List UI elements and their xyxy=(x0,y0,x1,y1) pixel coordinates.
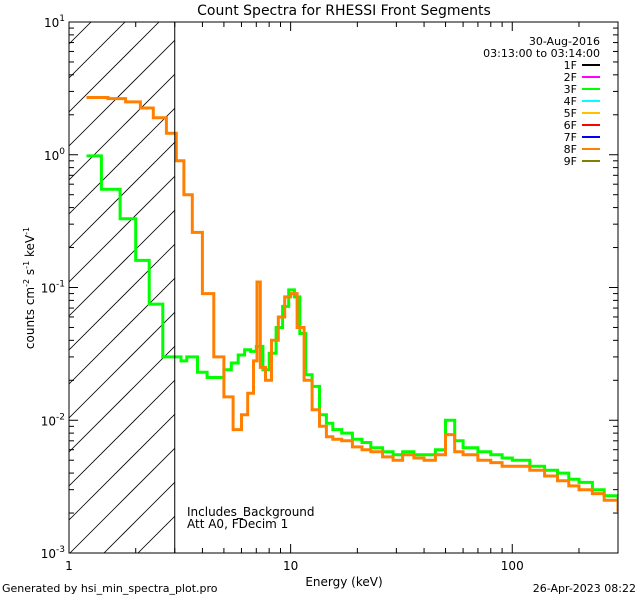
y-axis-label: counts cm-2 s-1 keV-1 xyxy=(22,227,37,349)
hatch-line xyxy=(69,277,175,385)
series-3f-line xyxy=(86,154,618,509)
hatch-line xyxy=(69,209,175,317)
hatch-line xyxy=(69,73,175,181)
legend-label: 9F xyxy=(564,155,577,168)
legend-label: 3F xyxy=(564,83,577,96)
legend-label: 6F xyxy=(564,119,577,132)
legend-label: 7F xyxy=(564,131,577,144)
excluded-energy-hatch xyxy=(69,0,175,553)
y-tick-label: 101 xyxy=(44,14,65,30)
y-tick-label: 10-3 xyxy=(41,545,65,561)
chart-title: Count Spectra for RHESSI Front Segments xyxy=(197,3,491,19)
hatch-line xyxy=(69,447,175,553)
hatch-line xyxy=(69,175,175,283)
hatch-line xyxy=(69,345,175,453)
series-8f-line xyxy=(86,96,618,512)
timestamp-text: 26-Apr-2023 08:22 xyxy=(532,582,636,595)
axis-ticks xyxy=(68,21,619,554)
hatch-line xyxy=(69,379,175,487)
x-tick-label: 1 xyxy=(65,559,73,573)
hatch-line xyxy=(69,22,160,113)
generated-by-text: Generated by hsi_min_spectra_plot.pro xyxy=(2,582,218,595)
x-tick-labels: 1 10 100 xyxy=(65,559,524,573)
series-lines xyxy=(86,96,618,512)
annotation-attenuator: Att A0, FDecim 1 xyxy=(187,517,288,531)
x-tick-label: 10 xyxy=(283,559,298,573)
hatch-line xyxy=(69,0,175,10)
legend-label: 5F xyxy=(564,107,577,120)
legend-label: 2F xyxy=(564,71,577,84)
hatch-line xyxy=(69,243,175,351)
x-axis-label: Energy (keV) xyxy=(305,575,382,589)
y-tick-label: 10-2 xyxy=(41,412,65,428)
legend-label: 1F xyxy=(564,59,577,72)
hatch-line xyxy=(69,22,126,79)
hatch-line xyxy=(69,413,175,521)
legend-label: 8F xyxy=(564,143,577,156)
hatch-line xyxy=(69,107,175,215)
legend-date: 30-Aug-2016 xyxy=(529,35,600,48)
annotation-background: Includes_Background xyxy=(187,505,315,519)
hatch-line xyxy=(69,22,92,45)
legend-time-range: 03:13:00 to 03:14:00 xyxy=(483,47,600,60)
x-tick-label: 100 xyxy=(501,559,524,573)
hatch-line xyxy=(69,39,175,147)
hatch-line xyxy=(137,515,175,553)
hatch-line xyxy=(69,141,175,249)
plot-frame xyxy=(68,21,619,554)
y-tick-labels: 10-3 10-2 10-1 100 101 xyxy=(41,14,66,561)
hatch-line xyxy=(69,311,175,419)
y-tick-label: 100 xyxy=(44,147,65,163)
y-tick-label: 10-1 xyxy=(41,280,65,296)
legend-label: 4F xyxy=(564,95,577,108)
hatch-line xyxy=(103,481,175,553)
